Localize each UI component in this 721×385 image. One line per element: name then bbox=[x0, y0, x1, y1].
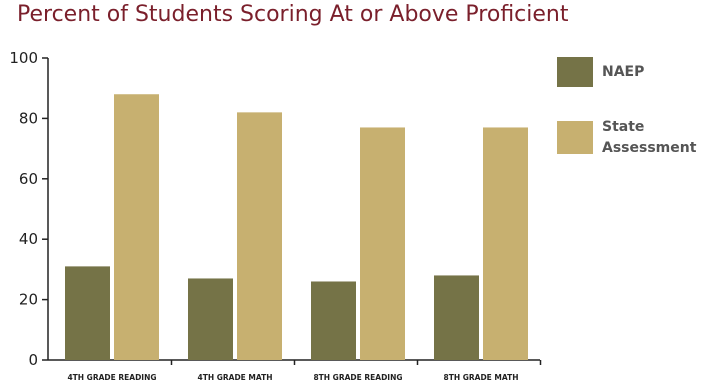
bar-state-assessment-4th-grade-math bbox=[237, 112, 282, 360]
legend-label-state: State bbox=[602, 119, 644, 135]
y-tick-label: 60 bbox=[19, 170, 38, 188]
chart-bars bbox=[65, 94, 528, 361]
y-tick-label: 80 bbox=[19, 109, 38, 127]
y-tick-label: 40 bbox=[19, 230, 38, 248]
category-label-4th-grade-reading: 4TH GRADE READING bbox=[67, 373, 156, 382]
category-label-4th-grade-math: 4TH GRADE MATH bbox=[198, 373, 273, 382]
legend-swatch-naep bbox=[557, 57, 593, 87]
legend-label-naep: NAEP bbox=[602, 64, 644, 80]
category-label-8th-grade-reading: 8TH GRADE READING bbox=[313, 373, 402, 382]
chart-title: Percent of Students Scoring At or Above … bbox=[17, 2, 569, 27]
bar-naep-8th-grade-math bbox=[434, 275, 479, 360]
category-label-8th-grade-math: 8TH GRADE MATH bbox=[444, 373, 519, 382]
bar-naep-4th-grade-reading bbox=[65, 266, 110, 360]
bar-state-assessment-4th-grade-reading bbox=[114, 94, 159, 361]
legend-swatch-state-assessment bbox=[557, 121, 593, 154]
bar-naep-8th-grade-reading bbox=[311, 281, 356, 360]
y-tick-label: 100 bbox=[9, 49, 38, 67]
y-tick-label: 0 bbox=[28, 351, 38, 369]
bar-state-assessment-8th-grade-reading bbox=[360, 127, 405, 361]
x-category-labels: 4TH GRADE READING 4TH GRADE MATH 8TH GRADE… bbox=[67, 373, 518, 382]
y-tick-labels: 0 20 40 60 80 100 bbox=[9, 49, 38, 369]
chart-legend: NAEP State Assessment bbox=[557, 57, 697, 156]
bar-state-assessment-8th-grade-math bbox=[483, 127, 528, 361]
y-tick-label: 20 bbox=[19, 291, 38, 309]
bar-naep-4th-grade-math bbox=[188, 278, 233, 360]
legend-label-assessment: Assessment bbox=[602, 140, 697, 156]
